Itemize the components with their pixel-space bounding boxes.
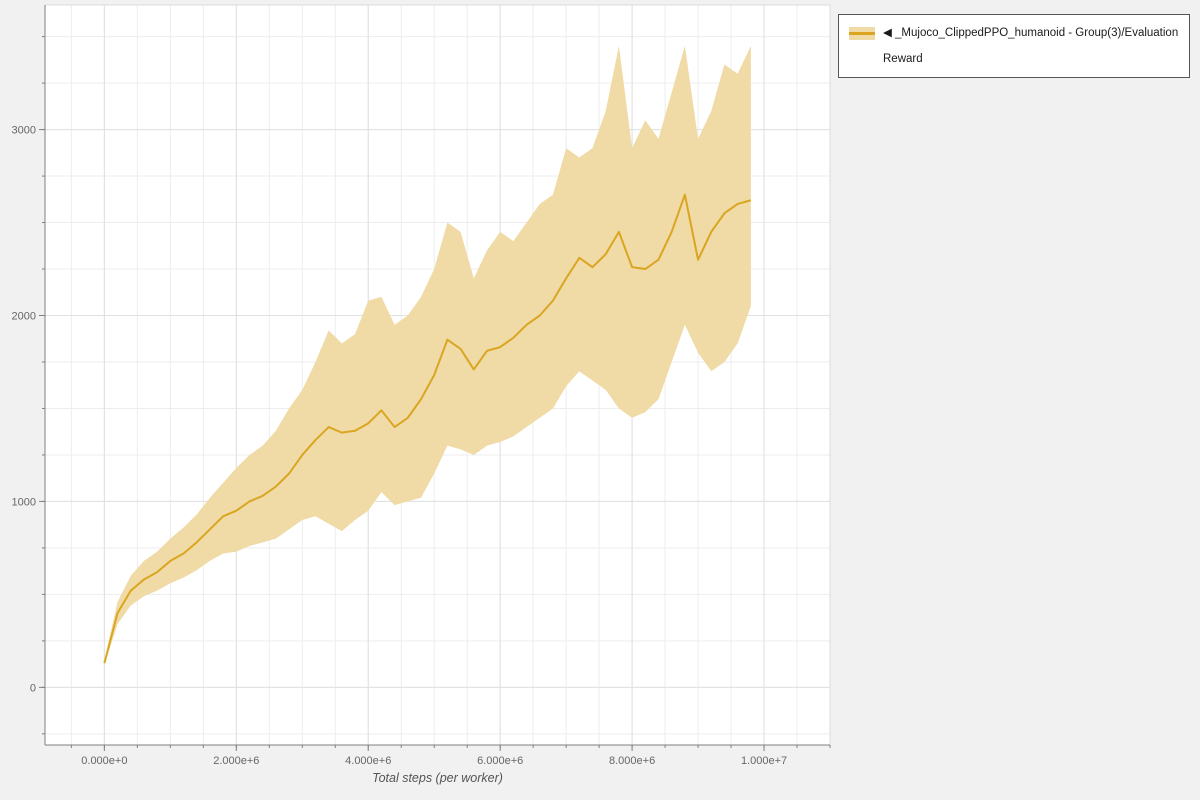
legend[interactable]: ◀ _Mujoco_ClippedPPO_humanoid - Group(3)…	[838, 14, 1190, 78]
reward-band[interactable]	[104, 45, 751, 666]
legend-swatch-icon	[849, 27, 875, 40]
legend-swatch-line	[849, 32, 875, 35]
y-tick-label: 0	[30, 682, 36, 694]
x-tick-label: 2.000e+6	[213, 755, 259, 767]
legend-label: ◀ _Mujoco_ClippedPPO_humanoid - Group(3)…	[883, 27, 1179, 65]
x-tick-label: 6.000e+6	[477, 755, 523, 767]
reward-mean-line[interactable]	[103, 193, 752, 664]
y-tick-label: 1000	[12, 496, 36, 508]
x-tick-label: 4.000e+6	[345, 755, 391, 767]
x-tick-label: 8.000e+6	[609, 755, 655, 767]
x-tick-label: 1.000e+7	[741, 755, 787, 767]
tick-labels: 0.000e+0 2.000e+6 4.000e+6 6.000e+6 8.000e+6…	[12, 125, 788, 767]
y-tick-label: 2000	[12, 311, 36, 323]
y-tick-label: 3000	[12, 125, 36, 137]
x-axis-label: Total steps (per worker)	[372, 771, 503, 785]
x-tick-label: 0.000e+0	[81, 755, 127, 767]
axes	[39, 5, 831, 751]
